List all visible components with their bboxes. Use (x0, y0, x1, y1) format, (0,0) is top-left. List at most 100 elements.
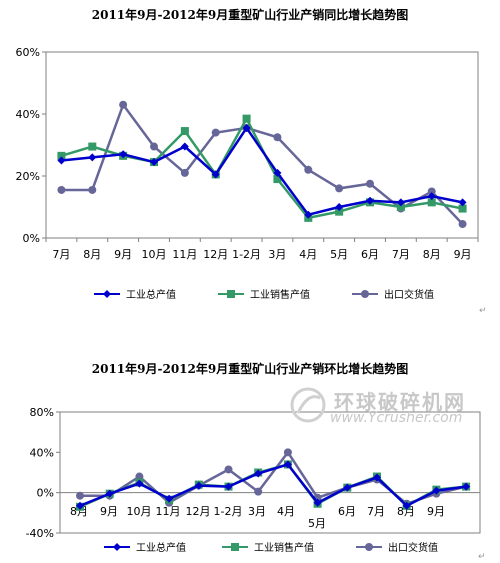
data-point (273, 133, 282, 142)
chart1-title: 2011年9月-2012年9月重型矿山行业产销同比增长趋势图 (91, 8, 409, 22)
data-point (180, 142, 189, 151)
legend-marker (365, 543, 373, 551)
legend-label: 工业总产值 (126, 288, 176, 301)
data-point (427, 187, 436, 196)
x-tick-label: 8月 (83, 248, 101, 261)
data-point (304, 210, 313, 219)
y-tick-label: 40% (16, 108, 40, 121)
data-point (427, 192, 436, 201)
data-point (283, 448, 292, 457)
x-tick-label: 7月 (367, 505, 385, 518)
x-tick-label: 3月 (268, 248, 286, 261)
x-tick-label: 6月 (361, 248, 379, 261)
chart2-title: 2011年9月-2012年9月重型矿山行业产销环比增长趋势图 (91, 362, 409, 376)
x-tick-label: 9月 (427, 505, 445, 518)
data-point (211, 170, 220, 179)
y-tick-label: 60% (16, 46, 40, 59)
series-line (61, 125, 463, 217)
data-point (273, 168, 282, 177)
x-tick-label: 4月 (299, 248, 317, 261)
legend-marker (113, 543, 121, 551)
x-tick-label: 1-2月 (214, 505, 243, 518)
data-point (283, 460, 292, 469)
data-point (242, 123, 251, 132)
data-point (462, 482, 471, 491)
x-tick-label: 9月 (454, 248, 472, 261)
x-tick-label: 7月 (392, 248, 410, 261)
x-tick-label: 10月 (142, 248, 167, 261)
data-point (88, 142, 97, 151)
legend-label: 工业总产值 (136, 541, 186, 554)
data-point (150, 158, 158, 167)
x-tick-label: 3月 (248, 505, 266, 518)
data-point (402, 501, 411, 510)
x-tick-label: 5月 (308, 517, 326, 530)
plot-area (59, 411, 481, 534)
data-point (335, 207, 344, 216)
data-point (57, 156, 66, 165)
data-point (254, 487, 263, 496)
data-point (211, 128, 220, 137)
data-point (335, 203, 344, 211)
data-point (150, 142, 158, 151)
legend-marker (231, 543, 239, 551)
data-point (135, 479, 144, 488)
x-tick-label: 6月 (338, 505, 356, 518)
data-point (76, 501, 84, 510)
data-point (76, 491, 84, 500)
data-point (313, 498, 322, 507)
x-tick-label: 10月 (127, 505, 152, 518)
data-point (88, 185, 97, 194)
legend-label: 工业销售产值 (254, 541, 314, 554)
x-tick-label: 4月 (277, 505, 295, 518)
legend-marker (103, 290, 111, 298)
legend-marker (361, 290, 369, 298)
x-tick-label: 12月 (186, 505, 211, 518)
legend-label: 出口交货值 (384, 288, 434, 301)
data-point (119, 150, 128, 159)
data-point (304, 165, 313, 174)
watermark-brand: 环球破碎机网 (334, 390, 466, 414)
x-tick-label: 9月 (114, 248, 132, 261)
data-point (366, 179, 374, 188)
data-point (180, 168, 189, 177)
series-line (79, 462, 467, 508)
y-tick-label: -40% (26, 527, 54, 540)
data-point (432, 486, 441, 495)
y-tick-label: 0% (37, 487, 54, 500)
data-point (224, 465, 233, 474)
data-point (458, 204, 467, 213)
data-point (373, 473, 381, 482)
data-point (105, 489, 114, 498)
legend-label: 工业销售产值 (250, 288, 310, 301)
data-point (165, 494, 174, 503)
chart-yoy: 0% 20% 40% 60% 7月 8月 9月 10月 11月 12月 1-2月 3月 4月 5月 6月 7月… (16, 46, 479, 301)
legend-label: 出口交货值 (388, 541, 438, 554)
legend-marker (227, 290, 235, 298)
data-point (458, 220, 467, 229)
x-tick-label: 12月 (203, 248, 228, 261)
data-point (119, 100, 128, 109)
x-tick-label: 11月 (156, 505, 181, 518)
data-point (135, 472, 144, 481)
x-tick-label: 5月 (330, 248, 348, 261)
series-line (61, 102, 464, 225)
paragraph-mark: ↵ (478, 552, 486, 562)
x-tick-label: 8月 (423, 248, 441, 261)
y-tick-label: 0% (23, 232, 40, 245)
data-point (88, 153, 97, 162)
x-tick-label: 11月 (172, 248, 197, 261)
x-tick-label: 9月 (100, 505, 118, 518)
data-point (242, 114, 251, 123)
y-tick-label: 20% (16, 170, 40, 183)
y-tick-label: 40% (30, 446, 54, 459)
data-point (458, 198, 467, 207)
data-point (273, 175, 282, 184)
data-point (194, 481, 203, 490)
x-tick-label: 7月 (52, 248, 70, 261)
y-tick-label: 80% (30, 406, 54, 419)
data-point (254, 469, 263, 478)
data-point (366, 196, 374, 205)
